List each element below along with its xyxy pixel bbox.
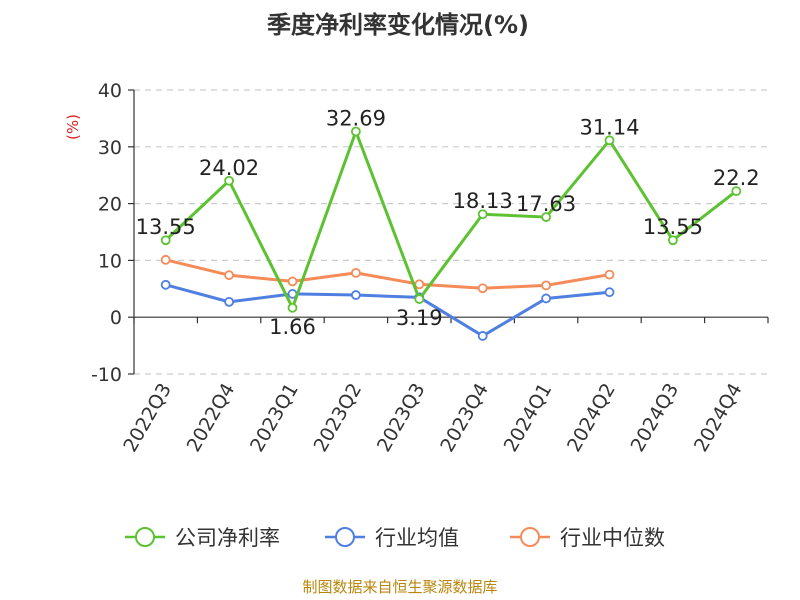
series-0-point-7 bbox=[604, 135, 615, 146]
x-tick-label-2024Q3: 2024Q3 bbox=[626, 380, 683, 456]
y-tick-label-1: 30 bbox=[98, 137, 122, 159]
x-tick-label-2023Q2: 2023Q2 bbox=[309, 380, 366, 456]
legend-label-0: 公司净利率 bbox=[175, 526, 280, 550]
series-2-point-5 bbox=[477, 283, 488, 294]
series-1-point-3 bbox=[350, 290, 361, 300]
y-tick-label-3: 10 bbox=[98, 250, 122, 272]
data-label-3: 32.69 bbox=[326, 107, 386, 131]
series-2-point-7 bbox=[604, 269, 615, 280]
data-label-9: 22.2 bbox=[713, 166, 760, 190]
x-tick-label-2023Q3: 2023Q3 bbox=[373, 380, 430, 456]
series-1-point-0 bbox=[160, 279, 171, 290]
series-line-2 bbox=[165, 258, 610, 290]
legend-label-2: 行业中位数 bbox=[560, 526, 665, 550]
series-1-point-1 bbox=[224, 296, 235, 307]
data-label-1: 24.02 bbox=[199, 156, 259, 180]
series-0-point-3 bbox=[350, 126, 361, 137]
data-labels: 13.55 24.02 1.66 32.69 3.19 18.13 17.63 31.14 13… bbox=[136, 107, 760, 339]
y-tick-label-0: 40 bbox=[98, 80, 122, 102]
x-tick-label-2022Q3: 2022Q3 bbox=[119, 380, 176, 456]
series-lines bbox=[160, 126, 742, 341]
y-tick-label-2: 20 bbox=[98, 194, 122, 216]
data-label-8: 13.55 bbox=[643, 215, 703, 239]
legend-swatch-marker-1 bbox=[335, 527, 355, 547]
legend-swatch-marker-2 bbox=[520, 527, 540, 547]
x-tick-label-2023Q4: 2023Q4 bbox=[436, 380, 493, 456]
x-tick-label-2024Q2: 2024Q2 bbox=[563, 380, 620, 456]
series-0-point-2 bbox=[287, 302, 298, 313]
x-tick-label-2024Q1: 2024Q1 bbox=[500, 380, 557, 456]
legend-item-0[interactable]: 公司净利率 bbox=[125, 526, 280, 550]
data-label-2: 1.66 bbox=[269, 315, 316, 339]
source-note: 制图数据来自恒生聚源数据库 bbox=[302, 578, 497, 596]
y-tick-label-4: 0 bbox=[110, 307, 122, 329]
data-label-4: 3.19 bbox=[396, 306, 443, 330]
legend-item-1[interactable]: 行业均值 bbox=[325, 526, 459, 550]
data-label-5: 18.13 bbox=[453, 189, 513, 213]
legend-label-1: 行业均值 bbox=[375, 526, 459, 550]
legend[interactable]: 公司净利率 行业均值 行业中位数 bbox=[125, 526, 665, 550]
series-1-point-6 bbox=[541, 293, 551, 304]
series-2-point-0 bbox=[160, 254, 171, 265]
series-0-point-1 bbox=[224, 175, 235, 186]
series-0-point-0 bbox=[160, 235, 171, 246]
series-line-1 bbox=[165, 283, 610, 338]
x-tick-label-2022Q4: 2022Q4 bbox=[183, 380, 240, 456]
y-tick-label-5: -10 bbox=[91, 364, 122, 386]
x-tick-label-2023Q1: 2023Q1 bbox=[246, 380, 303, 456]
legend-swatch-marker-0 bbox=[135, 527, 155, 547]
series-2-point-3 bbox=[350, 267, 361, 278]
legend-item-2[interactable]: 行业中位数 bbox=[510, 526, 665, 550]
series-0-point-9 bbox=[731, 186, 742, 197]
series-1-point-5 bbox=[477, 331, 488, 341]
series-2-point-2 bbox=[287, 276, 298, 287]
data-label-0: 13.55 bbox=[136, 215, 196, 239]
x-tick-label-2024Q4: 2024Q4 bbox=[690, 380, 747, 456]
series-1-point-7 bbox=[604, 287, 615, 298]
series-2-point-4 bbox=[414, 279, 425, 290]
series-0-point-5 bbox=[477, 209, 488, 220]
y-axis-label: (%) bbox=[64, 114, 82, 140]
series-0-point-8 bbox=[668, 235, 678, 246]
chart-title: 季度净利率变化情况(%) bbox=[267, 11, 529, 39]
series-0-point-6 bbox=[541, 212, 551, 222]
series-0-point-4 bbox=[414, 294, 425, 304]
series-2-point-6 bbox=[541, 280, 551, 291]
series-2-point-1 bbox=[224, 270, 235, 281]
data-label-6: 17.63 bbox=[516, 192, 576, 216]
grid-lines bbox=[134, 89, 768, 375]
series-line-0 bbox=[164, 130, 738, 310]
data-label-7: 31.14 bbox=[579, 115, 639, 139]
